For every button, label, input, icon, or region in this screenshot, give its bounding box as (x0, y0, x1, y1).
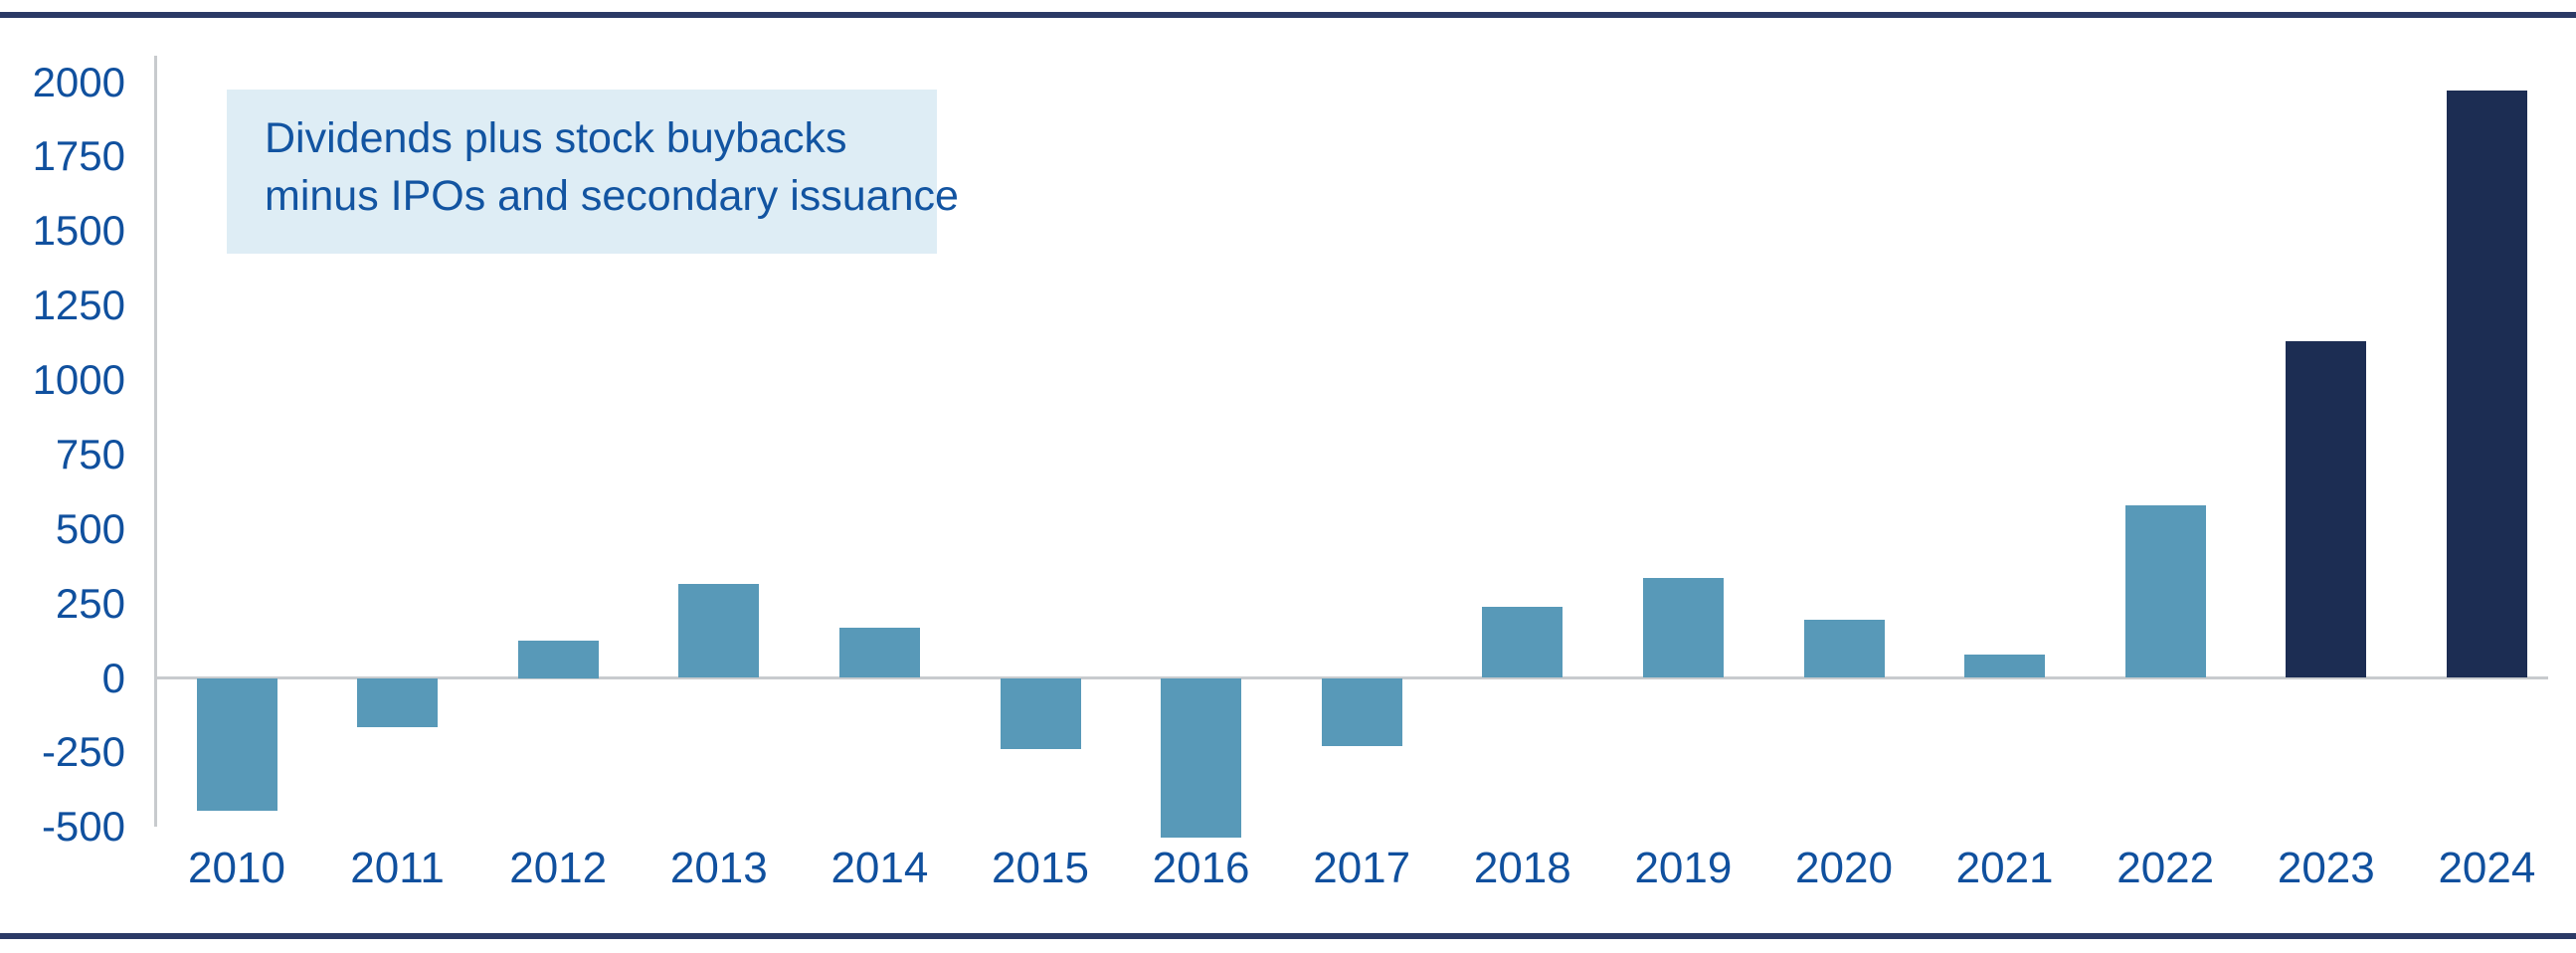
x-label-2011: 2011 (350, 844, 445, 892)
x-label-2023: 2023 (2277, 844, 2375, 892)
bottom-border-line (0, 933, 2576, 939)
bar-2023 (2286, 341, 2367, 678)
y-tick-label-1250: 1250 (32, 282, 125, 329)
y-tick-label-1500: 1500 (32, 207, 125, 255)
annotation-line-2: minus IPOs and secondary issuance (265, 172, 959, 220)
x-label-2010: 2010 (188, 844, 285, 892)
y-tick-label-0: 0 (101, 654, 125, 701)
y-tick-label-250: 250 (55, 579, 125, 627)
bar-2022 (2124, 504, 2206, 678)
y-axis-line (154, 56, 157, 827)
y-tick-label-750: 750 (55, 430, 125, 477)
x-label-2014: 2014 (830, 844, 929, 892)
bar-2013 (678, 584, 760, 678)
bar-2012 (517, 641, 599, 678)
y-tick-label--250: -250 (41, 728, 125, 776)
annotation-line-1: Dividends plus stock buybacks (265, 114, 847, 162)
bar-2024 (2446, 91, 2527, 678)
bar-2016 (1161, 677, 1242, 838)
x-label-2020: 2020 (1795, 844, 1893, 892)
x-label-2015: 2015 (992, 844, 1089, 892)
x-label-2022: 2022 (2116, 844, 2215, 892)
bar-2015 (1000, 677, 1081, 750)
bar-2019 (1642, 578, 1724, 678)
bar-2010 (196, 677, 277, 811)
x-label-2013: 2013 (669, 844, 768, 892)
bar-2017 (1321, 677, 1402, 747)
y-tick-label-1000: 1000 (32, 356, 125, 403)
x-label-2024: 2024 (2438, 844, 2536, 892)
x-label-2017: 2017 (1313, 844, 1411, 892)
x-label-2019: 2019 (1634, 844, 1733, 892)
bar-2011 (357, 677, 439, 727)
chart-annotation-box: Dividends plus stock buybacks minus IPOs… (227, 90, 959, 254)
bar-2021 (1964, 654, 2046, 678)
bar-2014 (838, 627, 920, 678)
x-label-2016: 2016 (1152, 844, 1250, 892)
x-label-2018: 2018 (1473, 844, 1571, 892)
bar-2018 (1482, 606, 1564, 678)
bar-2020 (1803, 620, 1885, 678)
top-border-line (0, 12, 2576, 18)
x-label-2012: 2012 (509, 844, 608, 892)
x-label-2021: 2021 (1955, 844, 2054, 892)
y-tick-label-1750: 1750 (32, 132, 125, 180)
y-tick-label-500: 500 (55, 504, 125, 552)
y-tick-label--500: -500 (41, 803, 125, 851)
y-tick-label-2000: 2000 (32, 58, 125, 105)
